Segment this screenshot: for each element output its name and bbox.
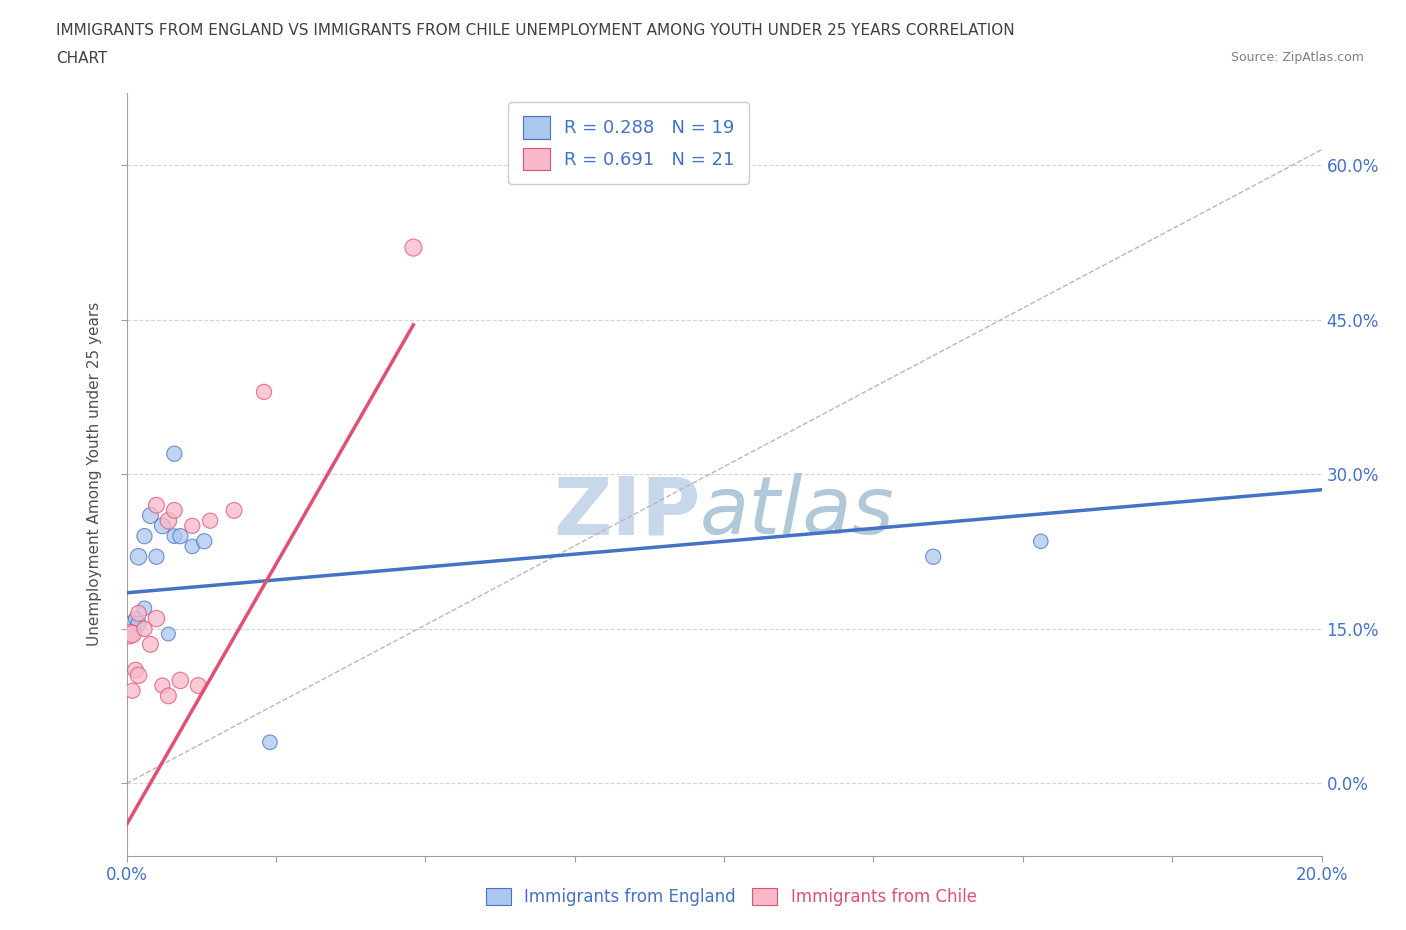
Point (181, 518, 204, 533)
Point (259, 735, 281, 750)
Point (139, 637, 162, 652)
Point (118, 627, 141, 642)
Text: ZIP: ZIP (553, 473, 700, 551)
Y-axis label: Unemployment Among Youth under 25 years: Unemployment Among Youth under 25 years (87, 302, 103, 646)
Text: CHART: CHART (56, 51, 108, 66)
Point (152, 678, 174, 693)
Point (121, 684, 143, 698)
Point (187, 678, 209, 693)
Point (157, 688, 180, 703)
Point (922, 550, 945, 565)
Point (169, 673, 191, 688)
Point (121, 627, 143, 642)
Point (169, 528, 191, 543)
Point (127, 550, 149, 565)
Point (121, 617, 143, 631)
Point (163, 446, 186, 461)
Point (163, 503, 186, 518)
Point (1029, 534, 1052, 549)
Point (124, 611, 146, 626)
Point (181, 539, 204, 554)
Point (152, 518, 174, 533)
Legend: R = 0.288   N = 19, R = 0.691   N = 21: R = 0.288 N = 19, R = 0.691 N = 21 (508, 102, 749, 184)
Text: IMMIGRANTS FROM ENGLAND VS IMMIGRANTS FROM CHILE UNEMPLOYMENT AMONG YOUTH UNDER : IMMIGRANTS FROM ENGLAND VS IMMIGRANTS FR… (56, 23, 1015, 38)
Point (145, 498, 167, 512)
Text: atlas: atlas (700, 473, 896, 551)
Point (253, 384, 276, 399)
Point (134, 528, 156, 543)
Point (193, 534, 215, 549)
Point (157, 513, 180, 528)
Point (163, 528, 186, 543)
Point (134, 621, 156, 636)
Point (222, 503, 246, 518)
Point (402, 240, 425, 255)
Point (134, 601, 156, 616)
Point (127, 617, 149, 631)
Text: Source: ZipAtlas.com: Source: ZipAtlas.com (1230, 51, 1364, 64)
Point (139, 508, 162, 523)
Point (145, 550, 167, 565)
Point (127, 606, 149, 621)
Point (118, 627, 141, 642)
Point (145, 611, 167, 626)
Point (200, 513, 222, 528)
Legend: Immigrants from England, Immigrants from Chile: Immigrants from England, Immigrants from… (479, 881, 983, 912)
Point (124, 663, 146, 678)
Point (127, 668, 149, 683)
Point (157, 627, 180, 642)
